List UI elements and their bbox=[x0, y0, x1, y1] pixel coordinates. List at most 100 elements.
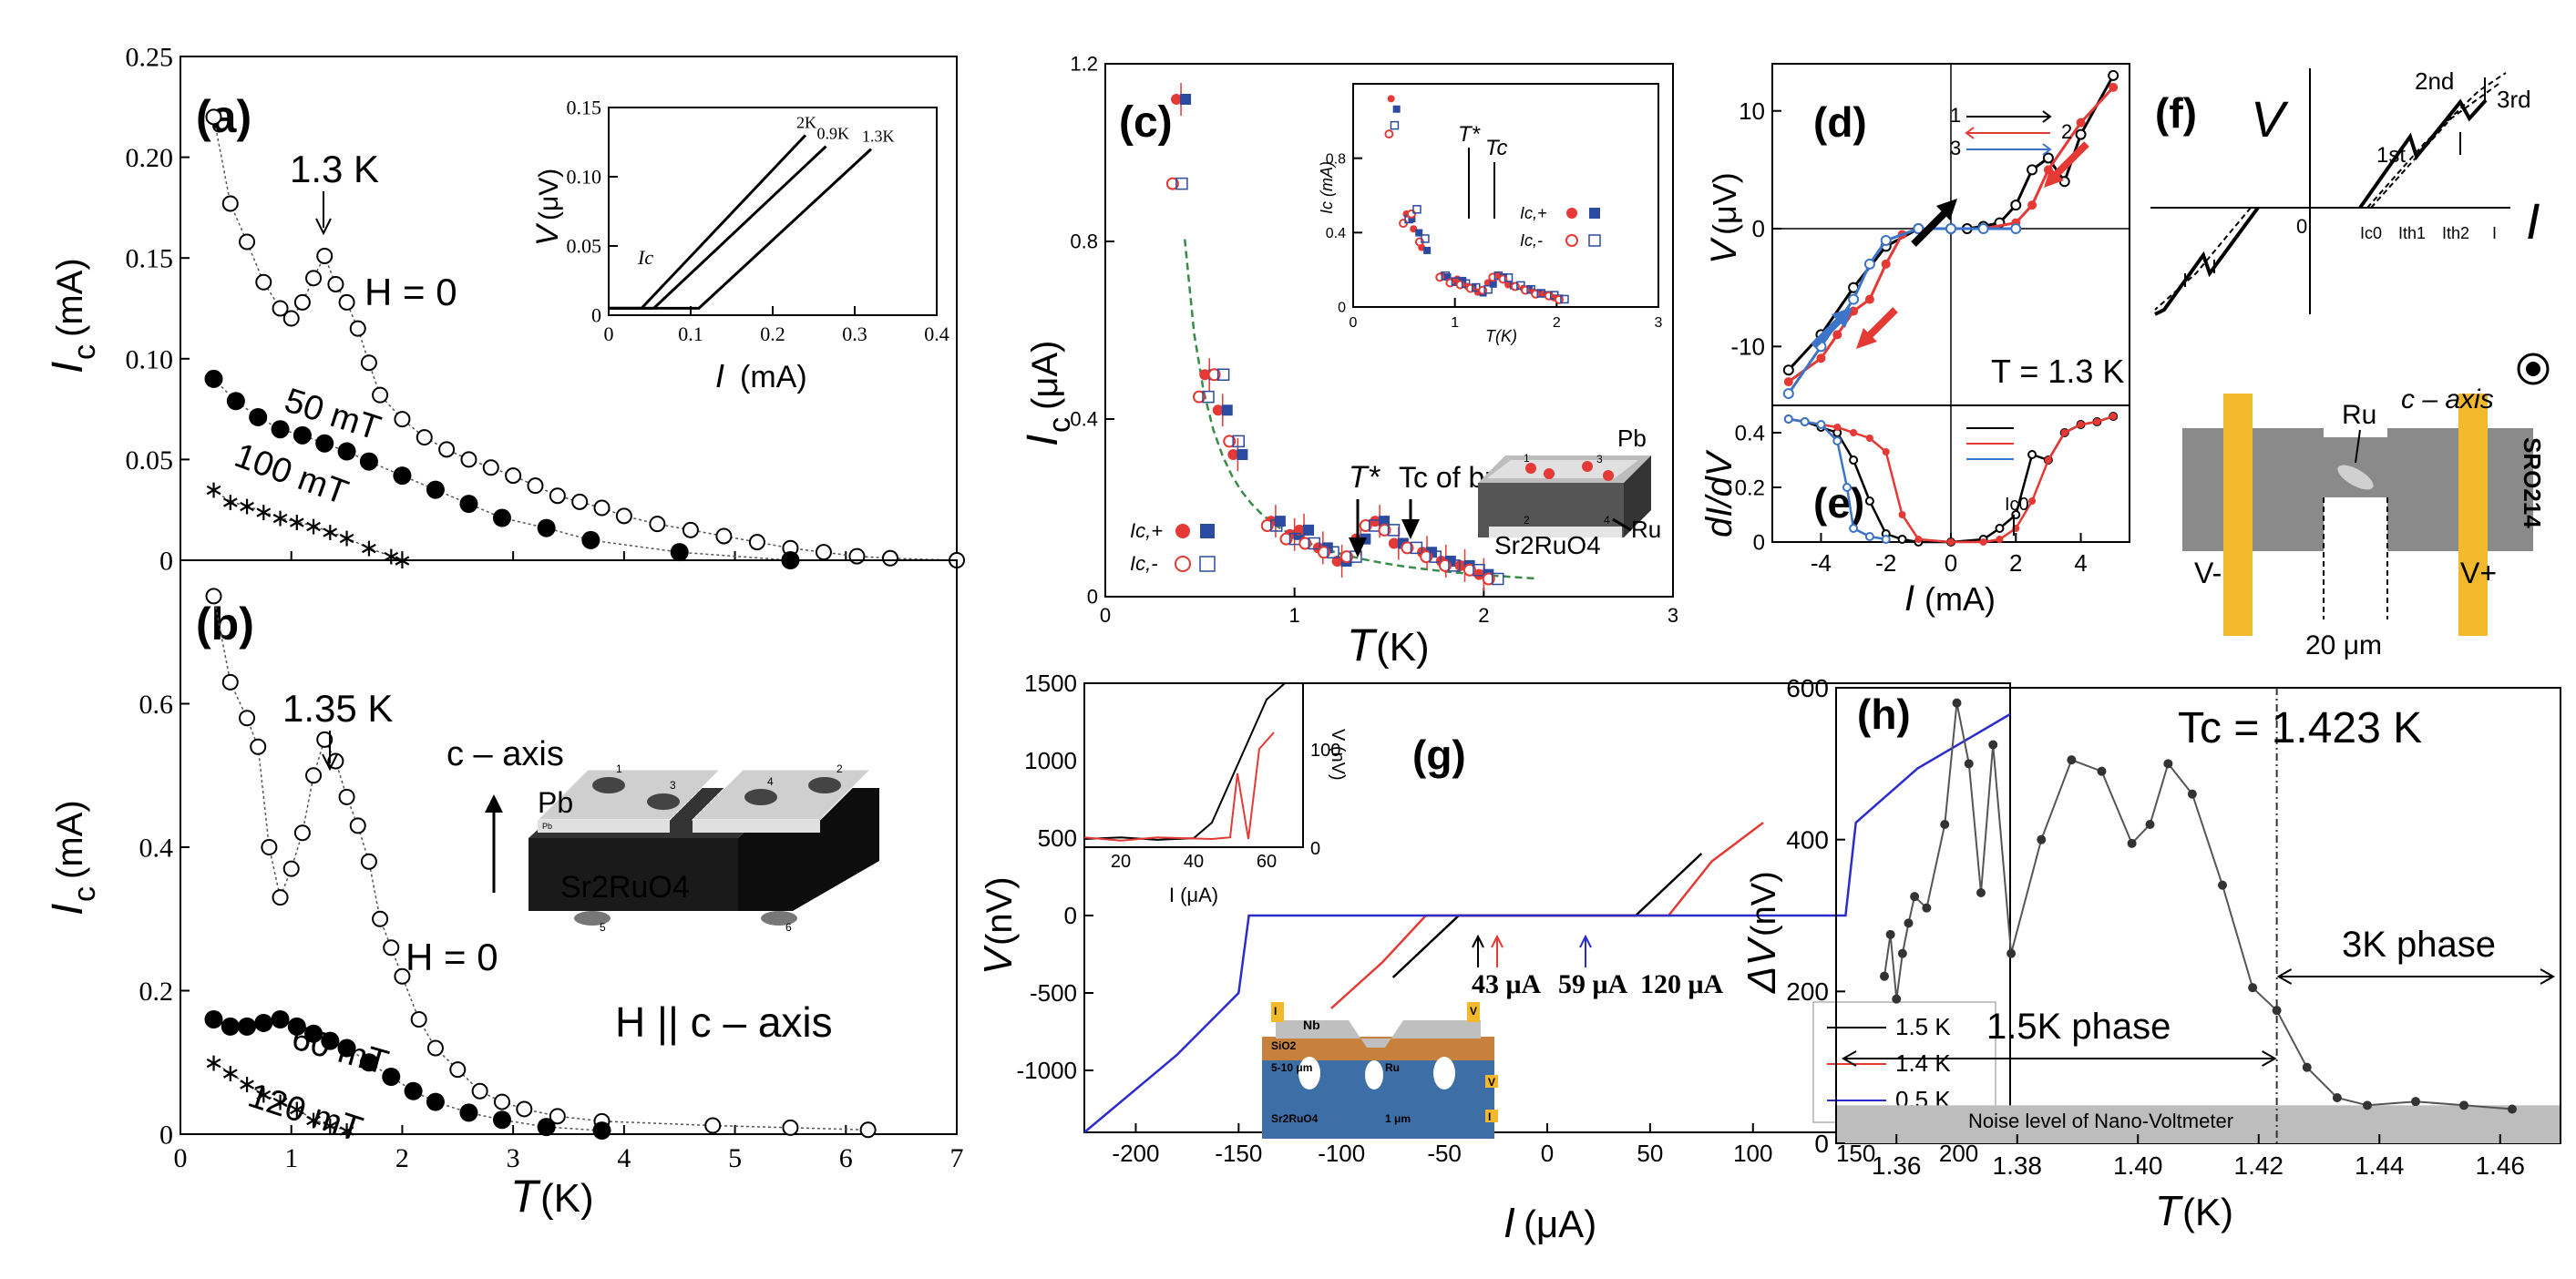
tc-label: Tc = 1.423 K bbox=[2178, 704, 2422, 752]
data-point bbox=[1207, 368, 1221, 382]
data-point bbox=[204, 369, 223, 388]
inset-xtick: 40 bbox=[1184, 852, 1204, 872]
y-tick-label: 0.4 bbox=[1070, 408, 1098, 431]
data-point bbox=[482, 459, 499, 476]
crystal-side bbox=[1624, 455, 1651, 537]
legend-label: 3 bbox=[1950, 137, 1961, 159]
arrowhead bbox=[1349, 537, 1367, 558]
data-point bbox=[327, 275, 344, 292]
data-point bbox=[305, 767, 323, 784]
panel-e-ylabel: dI/dV bbox=[1699, 449, 1740, 537]
data-point bbox=[205, 108, 222, 126]
data-point: ∗ bbox=[320, 518, 341, 546]
inset-point bbox=[1407, 209, 1416, 219]
data-point bbox=[2363, 1100, 2372, 1110]
data-point bbox=[748, 534, 765, 551]
y-tick-label: 0 bbox=[1064, 902, 1077, 929]
x-tick-label: -200 bbox=[1112, 1140, 1159, 1167]
data-point bbox=[2044, 456, 2052, 464]
data-point bbox=[1491, 572, 1504, 586]
electrode-left bbox=[2182, 428, 2324, 551]
inset-point bbox=[1443, 273, 1452, 281]
data-point: ∗ bbox=[336, 525, 357, 552]
arrowhead bbox=[1401, 519, 1420, 539]
oxide-label: SiO2 bbox=[1271, 1039, 1297, 1052]
data-point bbox=[1327, 546, 1339, 558]
inset-c-frame bbox=[1352, 83, 1659, 308]
ylabel-main: I bbox=[1019, 435, 1067, 446]
inset-point bbox=[1412, 205, 1421, 214]
data-point bbox=[1223, 435, 1237, 448]
axis-arrowhead bbox=[485, 794, 503, 813]
data-point bbox=[255, 273, 272, 291]
data-point bbox=[204, 1010, 223, 1028]
data-point: ∗ bbox=[253, 498, 274, 526]
data-point bbox=[1849, 455, 1859, 465]
data-point bbox=[537, 1118, 556, 1137]
data-point bbox=[321, 1031, 340, 1050]
inset-xlabel: I bbox=[715, 357, 724, 394]
data-point bbox=[1303, 524, 1315, 536]
data-point bbox=[2109, 413, 2118, 420]
data-point bbox=[383, 939, 400, 957]
inset-point bbox=[1560, 294, 1569, 304]
data-point: ∗ bbox=[253, 1081, 274, 1109]
data-point bbox=[2109, 82, 2119, 92]
data-point bbox=[316, 247, 334, 264]
data-point bbox=[615, 507, 632, 525]
inset-ytick: 0 bbox=[1310, 839, 1320, 859]
crystal-label: Sr2RuO4 bbox=[1271, 1112, 1319, 1125]
y-tick-label: 0.10 bbox=[567, 166, 602, 189]
data-point bbox=[1881, 259, 1891, 269]
x-tick-label: 1 bbox=[284, 1143, 298, 1173]
inset-point bbox=[1536, 289, 1545, 298]
pb-label: Pb bbox=[1617, 425, 1647, 452]
label-ith2: Ith2 bbox=[2442, 224, 2469, 242]
data-point bbox=[1192, 390, 1206, 404]
inset-point bbox=[1526, 284, 1535, 294]
inset-xlabel: T(K) bbox=[1485, 327, 1517, 345]
contact-6 bbox=[761, 911, 797, 926]
data-point bbox=[250, 738, 267, 755]
data-point bbox=[271, 1010, 290, 1028]
data-point bbox=[2187, 789, 2197, 799]
data-point bbox=[848, 547, 866, 565]
iv-dashed bbox=[2370, 81, 2502, 209]
legend-arrowhead bbox=[1965, 127, 1975, 139]
data-point bbox=[1964, 759, 1974, 769]
data-point bbox=[2010, 223, 2022, 235]
data-point bbox=[1274, 516, 1286, 527]
y-tick-label: 1000 bbox=[1024, 747, 1077, 774]
data-point: ∗ bbox=[270, 1089, 291, 1116]
data-point bbox=[581, 530, 600, 549]
data-point bbox=[426, 480, 445, 499]
label-1st: 1st bbox=[2376, 143, 2406, 168]
x-tick-label: 0 bbox=[174, 1143, 188, 1173]
pad-number: 5 bbox=[600, 921, 606, 934]
data-point: ∗ bbox=[359, 535, 380, 562]
legend-d: 1 2 3 bbox=[1950, 104, 2072, 159]
data-point bbox=[459, 495, 478, 514]
x-tick-label: 5 bbox=[728, 1143, 742, 1173]
data-point bbox=[1913, 223, 1924, 235]
legend-marker bbox=[1200, 524, 1215, 538]
series-2: ∗∗∗∗∗∗∗∗∗ ∗ ∗∗ bbox=[203, 476, 413, 574]
data-point bbox=[1318, 546, 1331, 559]
data-point bbox=[1863, 258, 1875, 270]
inset-g-frame bbox=[1083, 682, 1304, 848]
contact-5 bbox=[574, 911, 611, 926]
inset-ylabel: V(μV) bbox=[530, 169, 565, 246]
inset-legend-marker bbox=[1566, 208, 1577, 219]
data-point bbox=[2459, 1100, 2468, 1110]
panel-d-letter: (d) bbox=[1813, 98, 1867, 146]
series-line bbox=[213, 488, 403, 561]
data-point bbox=[2218, 880, 2227, 890]
contact bbox=[1485, 1110, 1498, 1122]
data-point bbox=[1339, 550, 1353, 564]
x-tick-label: 0.4 bbox=[924, 322, 949, 345]
current-label: 43 μA bbox=[1472, 969, 1542, 999]
data-point bbox=[1308, 537, 1321, 550]
current-arrowhead bbox=[1472, 934, 1484, 948]
data-point bbox=[393, 466, 412, 486]
data-point bbox=[2060, 429, 2068, 436]
